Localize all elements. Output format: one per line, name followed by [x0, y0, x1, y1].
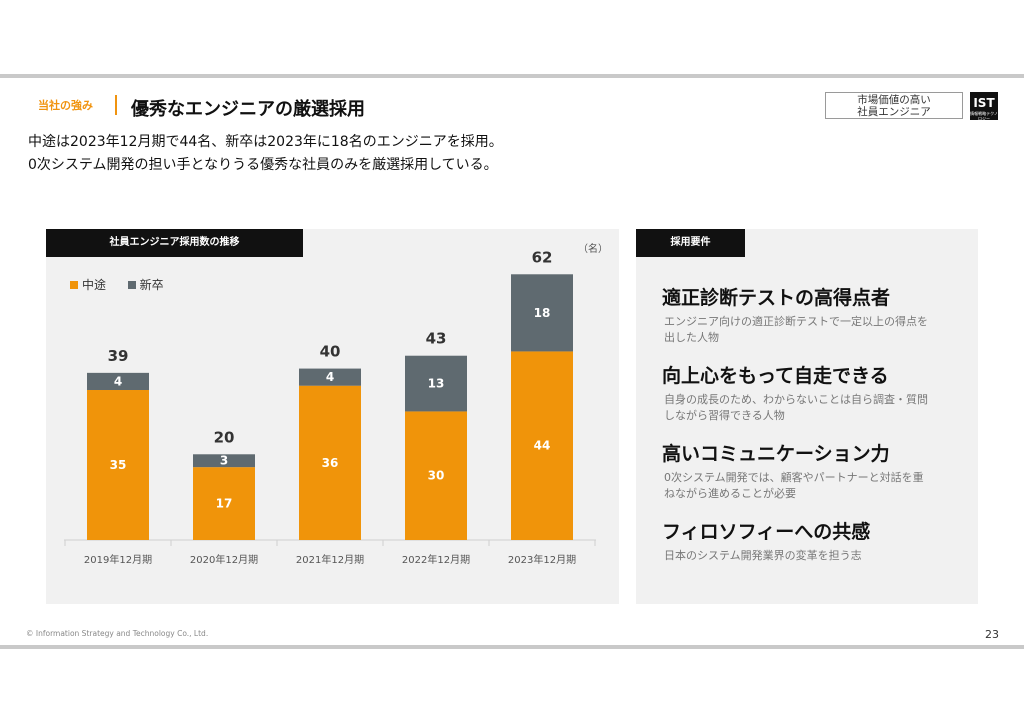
bar-mid-career [87, 390, 149, 540]
badge-line-2: 社員エンジニア [857, 106, 931, 118]
requirement-title-4: フィロソフィーへの共感 [662, 521, 871, 543]
data-label-new-grad: 3 [220, 454, 228, 468]
legend-label-mid-career: 中途 [82, 278, 107, 292]
legend-swatch-new-grad [127, 281, 136, 289]
total-label: 62 [532, 248, 553, 266]
x-tick-label: 2021年12月期 [296, 553, 364, 566]
bar-mid-career [511, 351, 573, 540]
total-label: 40 [320, 343, 341, 361]
section-tag: 当社の強み [38, 99, 93, 112]
requirement-title-1: 適正診断テストの高得点者 [662, 287, 891, 309]
bar-new-grad [299, 368, 361, 386]
bar-mid-career [193, 467, 255, 540]
bar-mid-career [299, 385, 361, 540]
bar-new-grad [193, 454, 255, 468]
bar-new-grad [511, 274, 573, 352]
bar-new-grad [405, 355, 467, 412]
data-label-mid-career: 17 [216, 497, 233, 511]
logo-subtext: 情報戦略テクノロジー [970, 111, 998, 121]
data-label-mid-career: 35 [110, 458, 127, 472]
requirement-title-2: 向上心をもって自走できる [662, 365, 889, 387]
x-tick-label: 2019年12月期 [84, 553, 152, 566]
data-label-new-grad: 4 [326, 370, 334, 384]
total-label: 39 [108, 347, 129, 365]
description-line-2: 0次システム開発の担い手となりうる優秀な社員のみを厳選採用している。 [28, 157, 498, 173]
chart-legend: 中途 新卒 [70, 276, 164, 293]
total-label: 43 [426, 330, 447, 348]
data-label-mid-career: 36 [322, 456, 339, 470]
data-label-new-grad: 13 [428, 377, 445, 391]
chart-panel-heading: 社員エンジニア採用数の推移 [46, 229, 303, 257]
page-title: 優秀なエンジニアの厳選採用 [131, 99, 365, 120]
total-label: 20 [214, 428, 235, 446]
badge-line-1: 市場価値の高い [857, 94, 931, 106]
value-badge: 市場価値の高い 社員エンジニア [825, 92, 963, 119]
x-tick-label: 2023年12月期 [508, 553, 576, 566]
description-line-1: 中途は2023年12月期で44名、新卒は2023年に18名のエンジニアを採用。 [28, 134, 503, 150]
data-label-mid-career: 30 [428, 469, 445, 483]
legend-label-new-grad: 新卒 [139, 278, 164, 292]
title-divider [115, 95, 117, 115]
chart-unit-label: （名） [578, 244, 608, 255]
legend-swatch-mid-career [70, 281, 78, 289]
requirement-desc-1: エンジニア向けの適正診断テストで一定以上の得点を出した人物 [664, 315, 928, 344]
requirement-desc-2: 自身の成長のため、わからないことは自ら調査・質問しながら習得できる人物 [664, 393, 928, 422]
requirements-panel [636, 229, 978, 604]
x-tick-label: 2020年12月期 [190, 553, 258, 566]
description: 中途は2023年12月期で44名、新卒は2023年に18名のエンジニアを採用。 … [28, 131, 503, 177]
company-logo: IST 情報戦略テクノロジー [970, 92, 998, 121]
page-number: 23 [985, 628, 999, 641]
requirement-desc-4: 日本のシステム開発業界の変革を担う志 [664, 549, 862, 562]
x-tick-label: 2022年12月期 [402, 553, 470, 566]
bar-mid-career [405, 411, 467, 540]
requirement-desc-3: 0次システム開発では、顧客やパートナーと対話を重ねながら進めることが必要 [664, 471, 924, 500]
requirement-title-3: 高いコミュニケーション力 [662, 443, 890, 465]
data-label-new-grad: 18 [534, 306, 551, 320]
bar-new-grad [87, 372, 149, 390]
data-label-mid-career: 44 [534, 439, 551, 453]
requirements-heading: 採用要件 [636, 229, 745, 257]
logo-text: IST [973, 96, 995, 110]
data-label-new-grad: 4 [114, 374, 122, 388]
copyright: © Information Strategy and Technology Co… [26, 629, 209, 638]
